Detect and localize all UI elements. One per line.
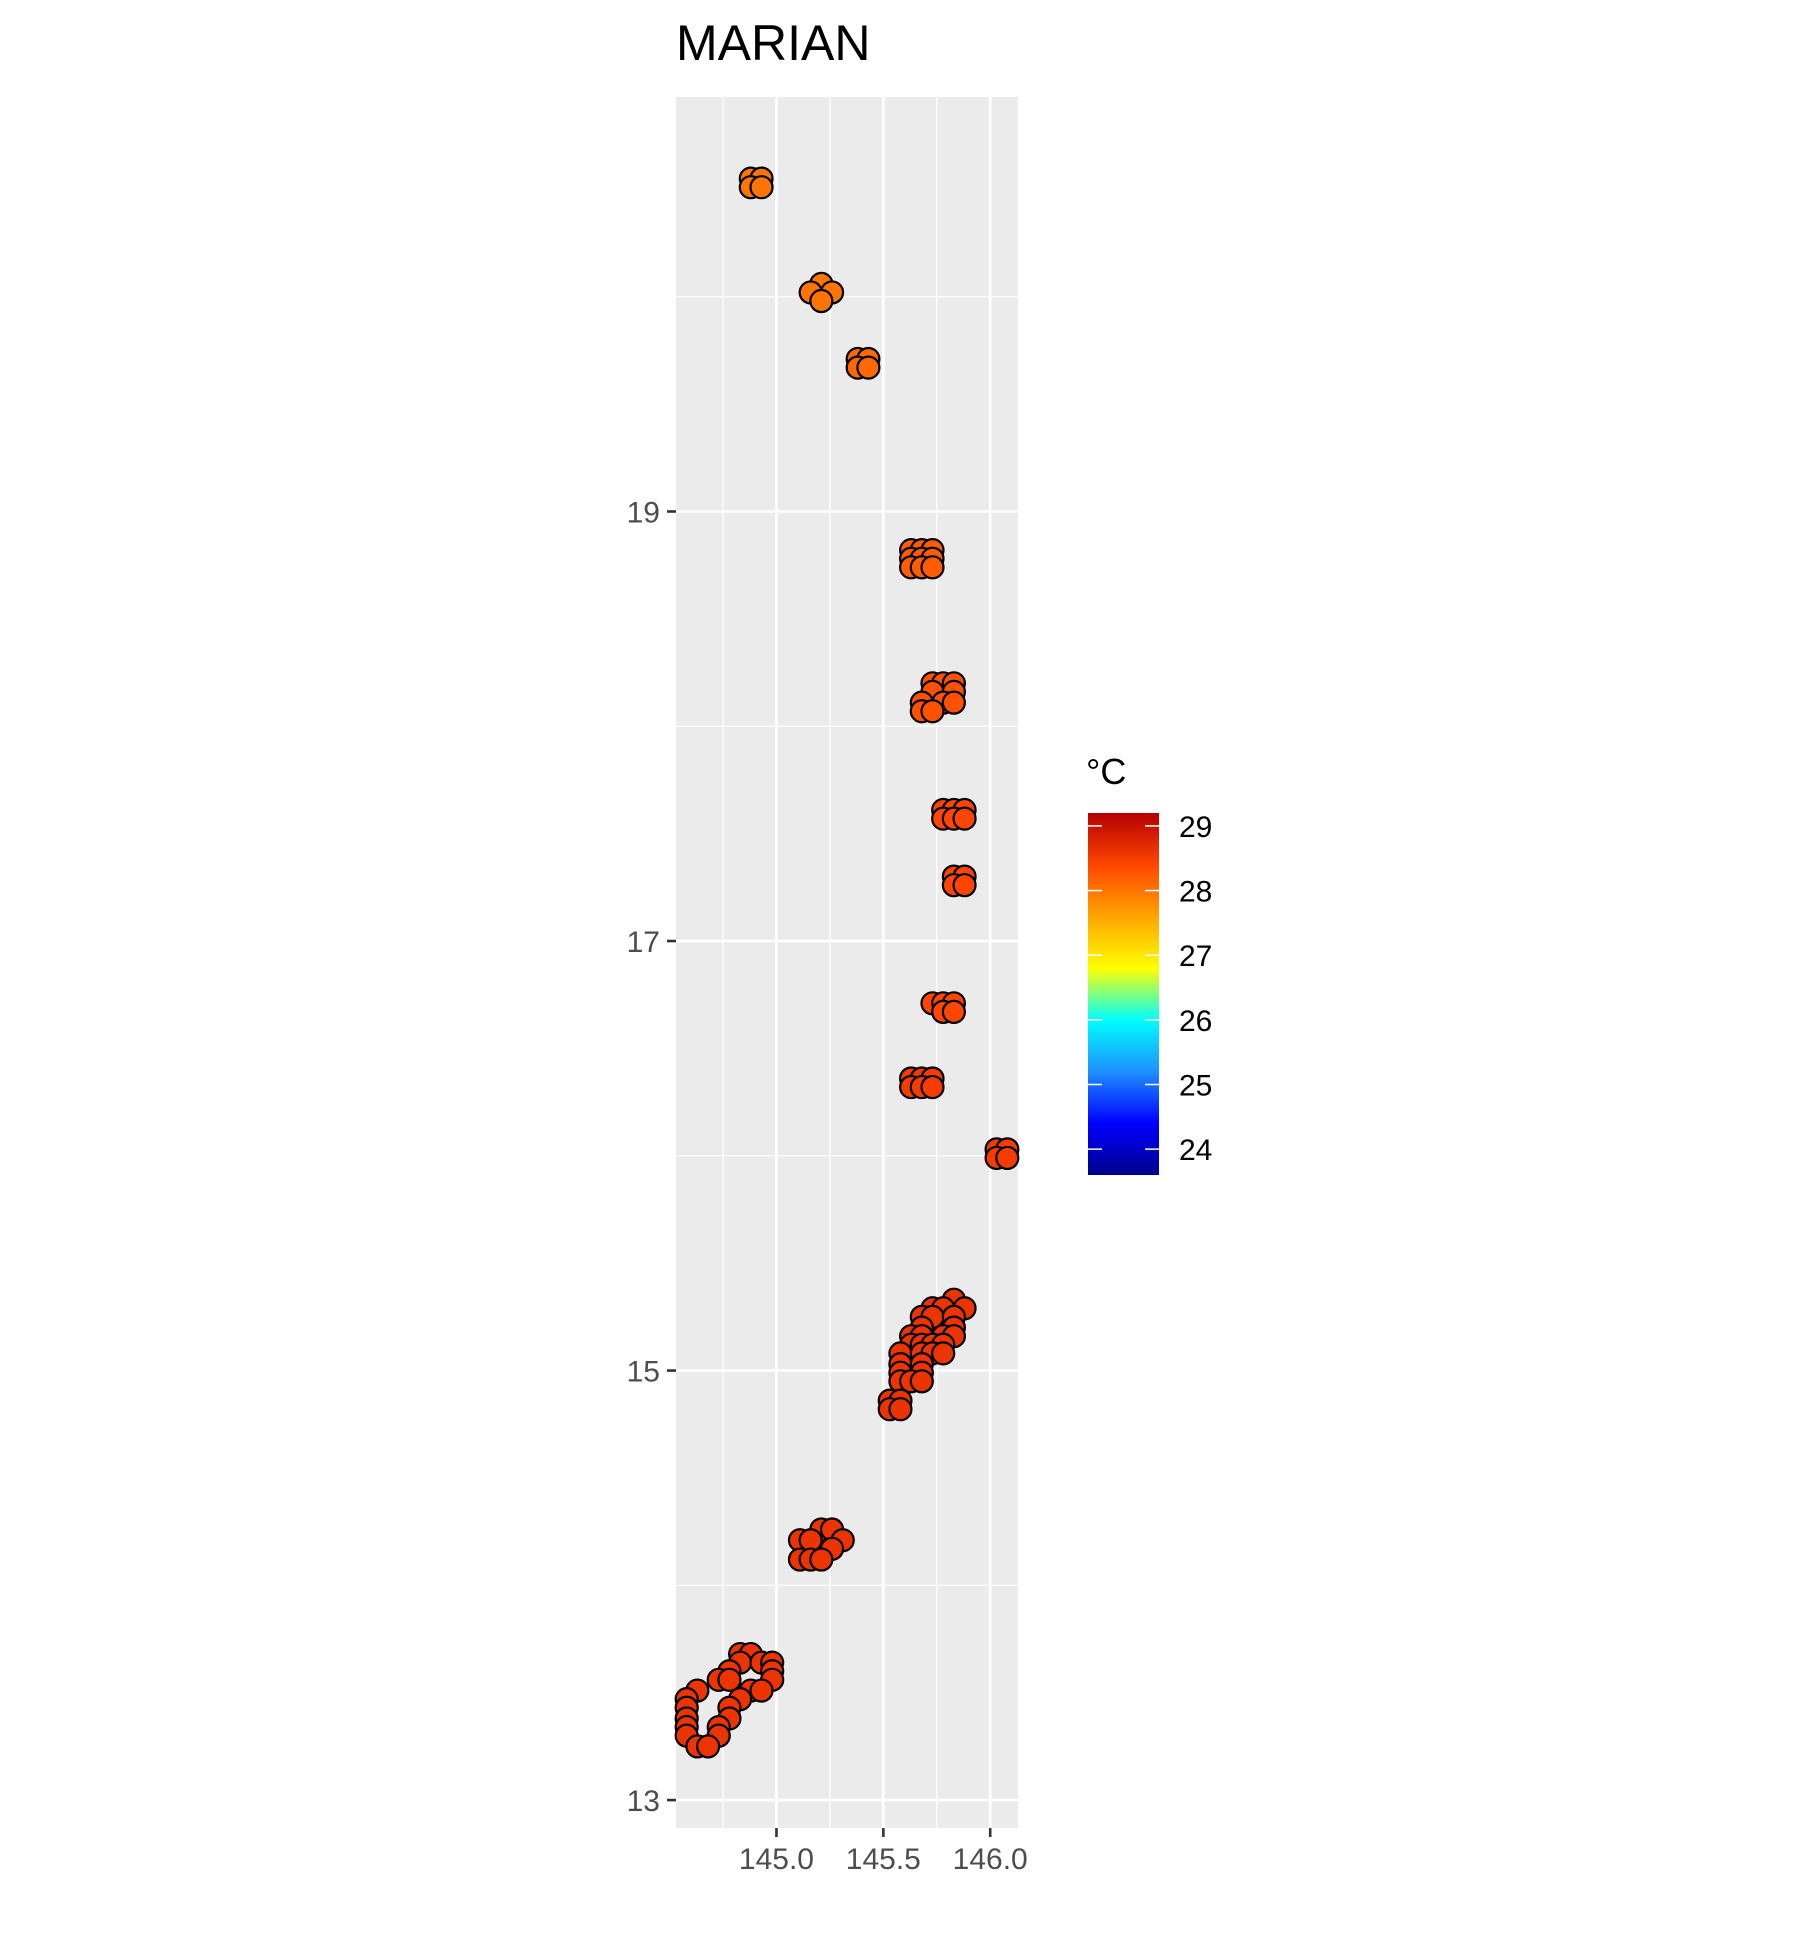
data-point xyxy=(888,1397,913,1422)
data-point xyxy=(920,1074,945,1100)
chart-title: MARIAN xyxy=(676,15,870,71)
grid-minor xyxy=(676,97,1018,1828)
data-point xyxy=(941,999,966,1024)
data-point xyxy=(931,1341,956,1366)
data-point xyxy=(909,1369,934,1394)
data-point xyxy=(952,873,977,898)
legend-label: 28 xyxy=(1179,876,1212,909)
legend-label: 27 xyxy=(1179,940,1212,973)
data-points xyxy=(674,166,1020,1759)
data-point xyxy=(695,1734,721,1759)
data-point xyxy=(749,175,774,200)
legend-colorbar xyxy=(1088,813,1159,1175)
x-tick-label: 145.5 xyxy=(846,1843,921,1876)
data-point xyxy=(809,1547,834,1572)
x-tick-label: 146.0 xyxy=(953,1843,1028,1876)
legend-label: 24 xyxy=(1179,1134,1212,1167)
data-point xyxy=(920,699,945,724)
y-tick-label: 13 xyxy=(627,1785,660,1818)
data-point xyxy=(717,1667,742,1692)
data-point xyxy=(809,288,834,314)
data-point xyxy=(995,1145,1020,1171)
data-point xyxy=(952,806,977,831)
data-point xyxy=(920,555,945,580)
legend-label: 29 xyxy=(1179,811,1212,844)
y-tick-label: 17 xyxy=(627,926,660,959)
x-tick-label: 145.0 xyxy=(739,1843,814,1876)
axes: 145.0 145.5 146.0 13 15 17 19 xyxy=(627,496,1028,1876)
legend-label: 26 xyxy=(1179,1005,1212,1038)
data-point xyxy=(856,355,881,380)
y-tick-label: 19 xyxy=(627,496,660,529)
data-point xyxy=(941,690,966,715)
data-point xyxy=(749,1678,774,1703)
y-tick-label: 15 xyxy=(627,1356,660,1389)
legend-label: 25 xyxy=(1179,1070,1212,1103)
grid-major xyxy=(676,97,1018,1828)
legend-title: °C xyxy=(1086,751,1126,792)
legend: °C 24 25 26 27 28 29 xyxy=(1086,751,1212,1175)
